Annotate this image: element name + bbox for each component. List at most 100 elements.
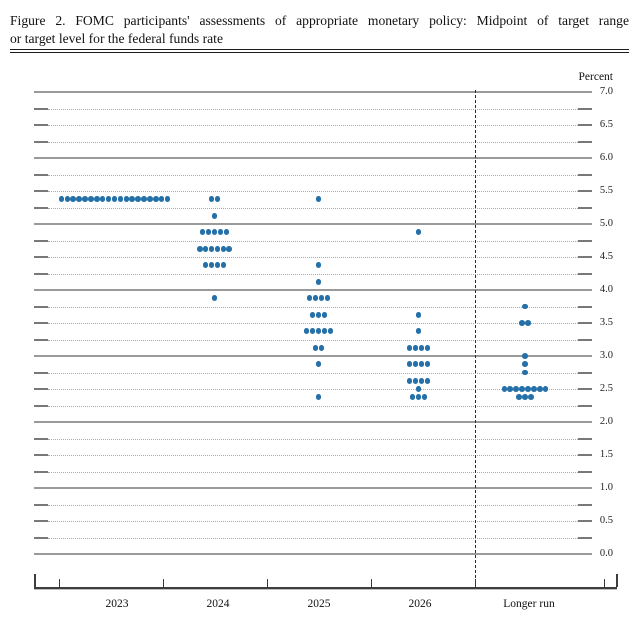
dot	[418, 361, 425, 368]
dot	[217, 229, 224, 236]
grid-end-tick-right	[578, 107, 592, 110]
figure-title-line2: or target level for the federal funds ra…	[10, 30, 223, 46]
grid-line-minor	[48, 455, 578, 456]
grid-line-minor	[48, 372, 578, 374]
grid-line-major	[34, 91, 592, 93]
dot	[58, 196, 65, 203]
dot	[321, 328, 328, 335]
grid-line-minor	[48, 389, 578, 390]
dot	[88, 196, 94, 203]
y-axis-label: 2.5	[599, 383, 613, 394]
grid-line-minor	[48, 191, 578, 192]
grid-end-tick-left	[34, 437, 48, 440]
dot	[309, 328, 316, 335]
dot	[321, 311, 328, 318]
grid-end-tick-right	[578, 338, 592, 341]
dot	[303, 328, 310, 335]
dot	[94, 196, 100, 203]
y-axis-label: 5.0	[599, 218, 613, 229]
x-axis-shadow	[34, 589, 617, 590]
dot	[406, 361, 413, 368]
dot	[516, 394, 522, 401]
dot	[525, 320, 531, 326]
y-axis-label: 1.0	[599, 482, 613, 493]
grid-end-tick-left	[34, 305, 48, 308]
x-axis-tick	[371, 579, 372, 587]
dot	[415, 311, 422, 318]
dot	[214, 262, 221, 269]
dot	[76, 196, 82, 203]
grid-end-tick-right	[578, 173, 592, 176]
x-axis-label-longer-run: Longer run	[503, 598, 555, 610]
dot	[226, 245, 233, 252]
y-axis-label: 3.0	[599, 350, 613, 361]
dot	[542, 386, 549, 392]
dot	[315, 394, 322, 401]
dot	[412, 361, 419, 368]
dot	[202, 245, 209, 252]
dot	[205, 229, 212, 236]
dot	[522, 353, 528, 359]
x-axis-tick	[163, 579, 164, 587]
dot	[415, 386, 422, 392]
dot	[418, 344, 425, 351]
dot	[315, 196, 322, 203]
grid-end-tick-left	[34, 206, 48, 209]
dot	[424, 377, 431, 384]
dot	[82, 196, 88, 203]
dot	[409, 394, 416, 401]
x-axis-line	[34, 587, 617, 589]
grid-end-tick-left	[34, 140, 48, 143]
dot	[318, 344, 325, 351]
dot	[220, 245, 227, 252]
dot	[208, 196, 215, 203]
dot	[406, 377, 413, 384]
dot	[220, 262, 227, 269]
grid-line-minor	[48, 323, 578, 324]
dot	[315, 328, 322, 335]
dot	[501, 386, 508, 392]
dot	[153, 196, 159, 203]
dot	[312, 295, 319, 302]
y-axis-label: 0.5	[599, 515, 613, 526]
dot	[202, 262, 209, 269]
grid-end-tick-right	[578, 404, 592, 407]
dot	[315, 278, 322, 285]
grid-line-minor	[48, 257, 578, 258]
grid-end-tick-right	[578, 503, 592, 506]
grid-end-tick-left	[34, 107, 48, 110]
grid-line-major	[34, 487, 592, 489]
grid-end-tick-right	[578, 190, 592, 192]
grid-end-tick-right	[578, 322, 592, 324]
title-double-rule	[10, 49, 629, 53]
y-axis-label: 2.0	[599, 416, 613, 427]
grid-end-tick-left	[34, 173, 48, 176]
y-axis-title-percent: Percent	[578, 71, 613, 83]
x-axis-tick	[604, 579, 605, 587]
dot	[123, 196, 130, 203]
dot	[528, 394, 534, 401]
grid-end-tick-right	[578, 256, 592, 258]
grid-end-tick-right	[578, 536, 592, 539]
dot	[415, 328, 422, 335]
dot	[418, 377, 425, 384]
dot	[536, 386, 543, 392]
grid-line-minor	[48, 207, 578, 209]
y-axis-label: 0.0	[599, 548, 613, 559]
dot	[135, 196, 141, 203]
grid-end-tick-left	[34, 503, 48, 506]
dot	[415, 229, 422, 236]
grid-end-tick-left	[34, 470, 48, 473]
grid-line-major	[34, 223, 592, 225]
grid-end-tick-left	[34, 190, 48, 192]
grid-end-tick-right	[578, 437, 592, 440]
x-axis-label-2025: 2025	[307, 598, 331, 610]
grid-end-tick-left	[34, 404, 48, 407]
grid-end-tick-right	[578, 124, 592, 126]
grid-end-tick-left	[34, 371, 48, 374]
grid-line-minor	[48, 405, 578, 407]
dot	[211, 295, 218, 302]
grid-line-major	[34, 553, 592, 555]
grid-line-minor	[48, 306, 578, 308]
